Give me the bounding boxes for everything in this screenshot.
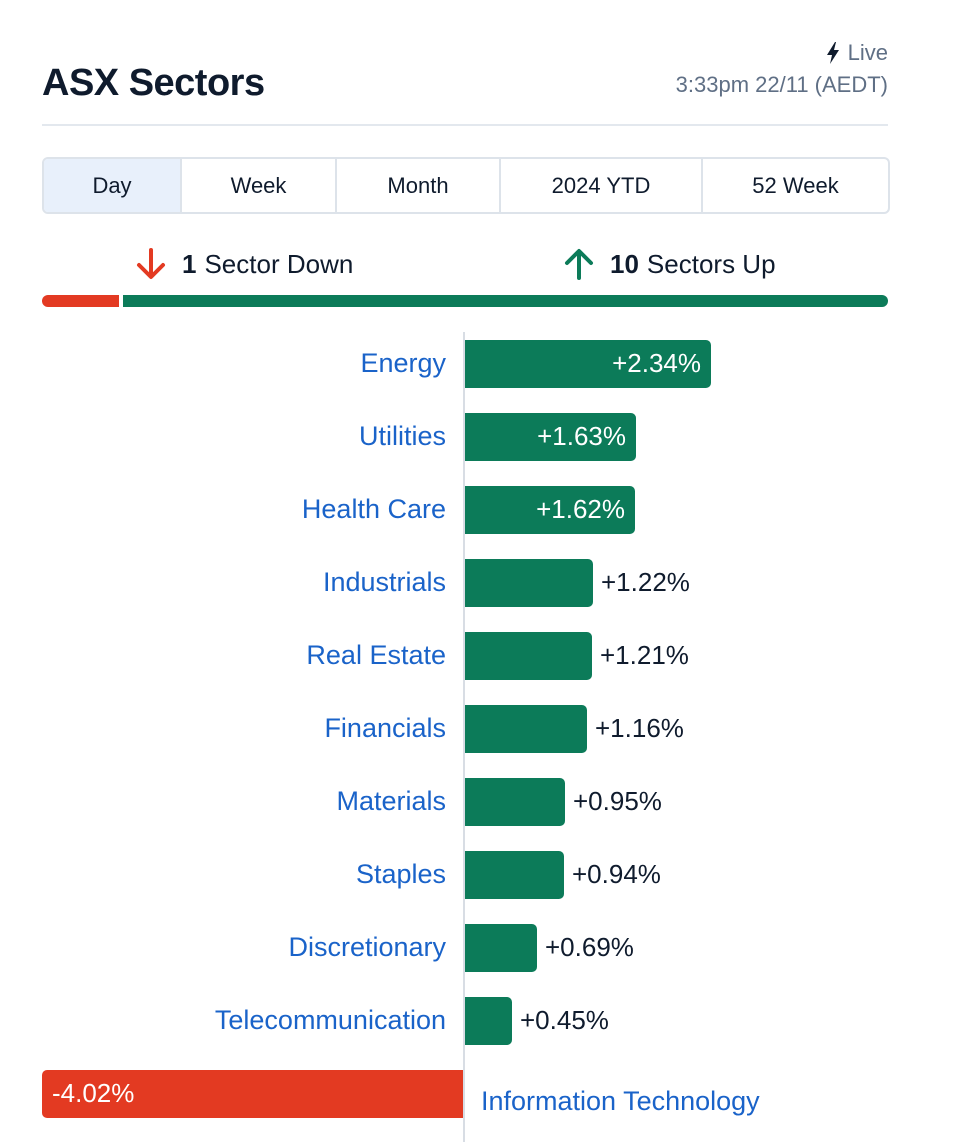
value-label-industrials: +1.22%: [601, 567, 690, 597]
bar-real-estate: [465, 632, 592, 680]
tab-2024-ytd[interactable]: 2024 YTD: [499, 159, 701, 212]
sector-link-staples[interactable]: Staples: [355, 859, 446, 889]
bar-utilities: [465, 413, 636, 461]
sector-link-real-estate[interactable]: Real Estate: [306, 640, 446, 670]
tab-month[interactable]: Month: [335, 159, 499, 212]
value-label-utilities: +1.63%: [537, 421, 626, 451]
sector-link-discretionary[interactable]: Discretionary: [288, 932, 446, 962]
sector-row-utilities: Utilities +1.63%: [0, 413, 954, 461]
sectors-down-summary: 1 Sector Down: [134, 242, 353, 286]
sector-link-telecommunication[interactable]: Telecommunication: [214, 1005, 446, 1035]
sector-link-information-technology[interactable]: Information Technology: [481, 1086, 760, 1116]
sectors-up-count: 10: [610, 248, 639, 279]
value-label-energy: +2.34%: [612, 348, 701, 378]
sector-link-energy[interactable]: Energy: [360, 348, 446, 378]
sector-row-energy: Energy +2.34%: [0, 340, 954, 388]
sector-link-industrials[interactable]: Industrials: [322, 567, 446, 597]
value-label-information-technology: -4.02%: [52, 1078, 135, 1108]
sector-ratio-bar: [42, 295, 888, 307]
tab-week[interactable]: Week: [180, 159, 335, 212]
tab-day[interactable]: Day: [44, 159, 180, 212]
sectors-up-summary: 10 Sectors Up: [562, 242, 776, 286]
tab-52-week[interactable]: 52 Week: [701, 159, 888, 212]
value-label-telecommunication: +0.45%: [520, 1005, 609, 1035]
live-label: Live: [847, 40, 888, 65]
sector-link-financials[interactable]: Financials: [324, 713, 446, 743]
arrow-up-icon: [565, 249, 593, 280]
value-label-materials: +0.95%: [573, 786, 662, 816]
chart-zero-axis: [463, 332, 465, 1142]
value-label-real-estate: +1.21%: [600, 640, 689, 670]
bar-financials: [465, 705, 587, 753]
sector-row-real-estate: Real Estate +1.21%: [0, 632, 954, 680]
sector-row-materials: Materials +0.95%: [0, 778, 954, 826]
sector-row-telecommunication: Telecommunication +0.45%: [0, 997, 954, 1045]
page-title: ASX Sectors: [42, 62, 265, 104]
value-label-staples: +0.94%: [572, 859, 661, 889]
ratio-down-segment: [42, 295, 119, 307]
sector-row-staples: Staples +0.94%: [0, 851, 954, 899]
value-label-discretionary: +0.69%: [545, 932, 634, 962]
sector-row-information-technology: -4.02% Information Technology: [0, 1070, 954, 1118]
sectors-down-count: 1: [182, 248, 197, 279]
sector-row-industrials: Industrials +1.22%: [0, 559, 954, 607]
timestamp: 3:33pm 22/11 (AEDT): [675, 72, 888, 97]
sectors-up-label: Sectors Up: [646, 248, 776, 279]
header: ASX Sectors Live 3:33pm 22/11 (AEDT): [42, 40, 888, 126]
bar-staples: [465, 851, 564, 899]
bar-information-technology: [42, 1070, 463, 1118]
bar-industrials: [465, 559, 593, 607]
ratio-up-segment: [123, 295, 888, 307]
sector-link-materials[interactable]: Materials: [336, 786, 446, 816]
sectors-down-label: Sector Down: [204, 248, 354, 279]
value-label-health-care: +1.62%: [536, 494, 625, 524]
bar-discretionary: [465, 924, 537, 972]
bar-health-care: [465, 486, 635, 534]
bar-energy: [465, 340, 711, 388]
sector-row-discretionary: Discretionary +0.69%: [0, 924, 954, 972]
lightning-bolt-icon: [826, 42, 839, 64]
sector-row-health-care: Health Care +1.62%: [0, 486, 954, 534]
bar-telecommunication: [465, 997, 512, 1045]
sector-link-utilities[interactable]: Utilities: [358, 421, 446, 451]
sector-link-health-care[interactable]: Health Care: [301, 494, 446, 524]
bar-materials: [465, 778, 565, 826]
value-label-financials: +1.16%: [595, 713, 684, 743]
sector-row-financials: Financials +1.16%: [0, 705, 954, 753]
arrow-down-icon: [137, 248, 165, 279]
live-indicator: Live: [826, 40, 888, 66]
period-tabs: Day Week Month 2024 YTD 52 Week: [42, 157, 890, 214]
